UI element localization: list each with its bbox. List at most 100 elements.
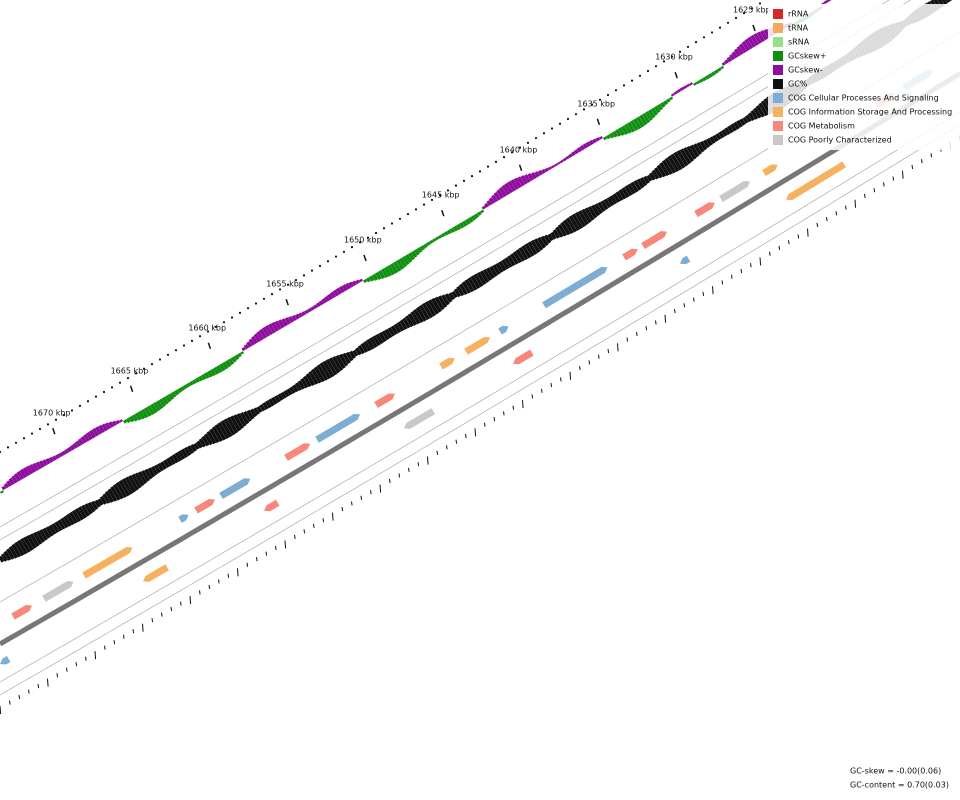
gc-content — [177, 450, 186, 460]
ruler-tick — [816, 222, 819, 227]
major-tick — [596, 118, 601, 126]
gc-content — [0, 555, 5, 563]
gc-skew — [268, 323, 276, 334]
ruler-tick — [218, 579, 220, 584]
gc-content — [512, 251, 523, 264]
gc-skew — [192, 379, 197, 385]
gc-content — [550, 231, 557, 240]
track-line — [0, 111, 960, 683]
gc-skew — [225, 359, 232, 368]
gc-content — [112, 483, 124, 500]
ruler-dot — [582, 108, 586, 111]
gc-skew — [501, 184, 510, 196]
gc-content — [578, 210, 589, 226]
gc-skew — [393, 261, 402, 272]
gc-content — [479, 270, 490, 284]
gc-skew — [8, 477, 15, 486]
gc-content — [659, 162, 670, 177]
ruler-tick — [503, 411, 505, 416]
ruler-tick — [598, 354, 600, 359]
gc-content — [8, 545, 19, 559]
gc-skew — [633, 118, 642, 130]
gc-skew — [705, 74, 710, 80]
gc-content — [14, 541, 25, 556]
ruler-tick — [930, 153, 933, 158]
gc-content — [727, 125, 734, 134]
gc-content — [124, 476, 137, 493]
gc-content — [441, 294, 450, 306]
gc-skew — [291, 314, 297, 322]
ruler-tick — [104, 645, 106, 650]
gc-skew — [468, 216, 474, 223]
gc-content — [656, 164, 667, 178]
gc-content — [372, 335, 381, 347]
gc-skew — [16, 470, 24, 480]
gc-skew — [38, 460, 45, 468]
gc-content — [171, 453, 180, 464]
gc-skew — [642, 112, 651, 124]
ruler-tick — [379, 484, 382, 493]
major-tick — [752, 24, 756, 32]
gene — [219, 478, 251, 499]
gc-skew — [101, 423, 108, 432]
gc-content — [39, 529, 48, 541]
gc-skew — [228, 358, 235, 366]
gc-content — [6, 548, 15, 560]
gc-content — [739, 118, 746, 126]
gc-skew — [210, 368, 217, 377]
gc-content — [283, 390, 290, 398]
gc-content — [110, 486, 121, 501]
ruler-tick — [579, 365, 581, 371]
gc-skew — [471, 215, 477, 221]
ruler-dot — [46, 423, 50, 426]
ruler-tick — [522, 400, 524, 409]
ruler-dot — [126, 376, 130, 380]
gc-skew — [603, 136, 608, 141]
ruler-tick — [474, 428, 477, 437]
gc-content — [537, 236, 546, 249]
gc-skew — [75, 440, 81, 448]
gc-skew — [711, 71, 716, 77]
ruler-tick — [227, 573, 230, 578]
gc-skew — [297, 312, 303, 318]
gc-skew — [408, 252, 415, 261]
gc-content — [603, 198, 612, 209]
gc-content — [489, 265, 498, 277]
gc-skew — [348, 281, 354, 288]
gc-content — [431, 297, 442, 313]
ruler-dot — [654, 65, 658, 68]
legend-swatch — [773, 107, 783, 117]
gc-content — [94, 499, 101, 508]
gc-skew — [231, 356, 237, 363]
gc-skew — [585, 141, 591, 147]
gc-content — [664, 157, 677, 174]
ruler-dot — [174, 349, 178, 352]
gc-skew — [118, 419, 123, 423]
gc-content — [160, 461, 167, 470]
tick-label: 1630 kbp — [655, 53, 693, 62]
ruler-dot — [502, 156, 506, 159]
gc-skew — [657, 103, 663, 111]
gc-skew — [0, 490, 4, 494]
ruler-tick — [170, 607, 173, 612]
gc-content — [107, 488, 118, 502]
gc-skew — [368, 275, 375, 282]
gc-content — [193, 442, 200, 450]
gc-skew-stat: GC-skew = -0.00(0.06) — [850, 767, 941, 776]
gc-skew — [399, 257, 407, 268]
gc-content — [137, 471, 148, 485]
gc-skew — [301, 311, 306, 316]
gc-content — [134, 472, 145, 487]
gc-skew — [248, 338, 255, 346]
gc-content — [311, 368, 322, 384]
gc-content — [144, 468, 153, 480]
tick-label: 1635 kbp — [577, 99, 615, 108]
track-line — [0, 124, 960, 696]
gc-content — [147, 467, 156, 478]
ruler-dot — [670, 55, 674, 58]
gc-skew — [517, 176, 525, 187]
gc-skew — [498, 186, 507, 198]
gc-content — [745, 114, 752, 123]
gc-content — [157, 462, 164, 472]
